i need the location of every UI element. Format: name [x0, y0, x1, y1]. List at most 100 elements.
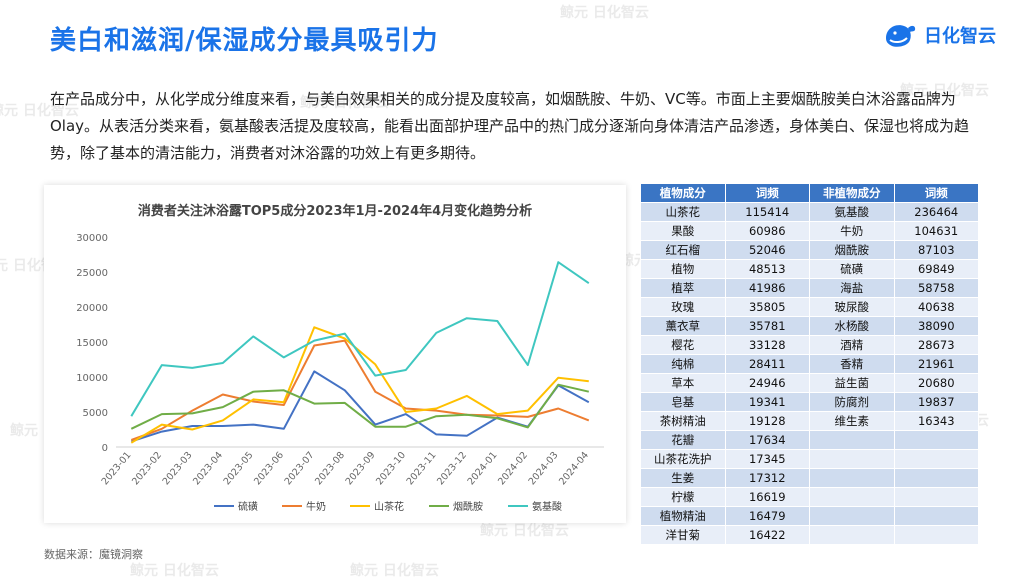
table-row: 洋甘菊 16422	[640, 525, 979, 545]
table-cell: 生姜	[640, 468, 726, 488]
table-cell: 104631	[893, 221, 979, 241]
table-cell: 16619	[724, 487, 810, 507]
table-cell: 山茶花洗护	[640, 449, 726, 469]
table-cell	[809, 525, 895, 545]
legend-label: 硫磺	[238, 500, 258, 513]
table-cell	[893, 506, 979, 526]
table-cell: 19341	[724, 392, 810, 412]
table-cell: 16479	[724, 506, 810, 526]
table-header-row: 植物成分 词频 非植物成分 词频	[640, 183, 979, 203]
table-cell: 52046	[724, 240, 810, 260]
table-cell: 17312	[724, 468, 810, 488]
y-tick-label: 25000	[76, 268, 108, 279]
x-tick-label: 2023-07	[283, 450, 317, 487]
table-row: 植萃 41986 海盐 58758	[640, 278, 979, 298]
table-cell: 洋甘菊	[640, 525, 726, 545]
table-cell: 薰衣草	[640, 316, 726, 336]
table-row: 生姜 17312	[640, 468, 979, 488]
y-tick-label: 15000	[76, 338, 108, 349]
table-cell: 果酸	[640, 221, 726, 241]
table-cell	[893, 487, 979, 507]
table-row: 植物精油 16479	[640, 506, 979, 526]
table-cell: 玫瑰	[640, 297, 726, 317]
y-tick-label: 0	[102, 443, 108, 454]
x-tick-label: 2023-11	[405, 450, 439, 487]
table-row: 樱花 33128 酒精 28673	[640, 335, 979, 355]
table-cell: 40638	[893, 297, 979, 317]
table-cell: 氨基酸	[809, 202, 895, 222]
data-source-note: 数据来源：魔镜洞察	[44, 548, 143, 561]
table-cell: 纯棉	[640, 354, 726, 374]
table-row: 果酸 60986 牛奶 104631	[640, 221, 979, 241]
table-cell	[809, 430, 895, 450]
table-cell: 33128	[724, 335, 810, 355]
table-cell: 牛奶	[809, 221, 895, 241]
x-tick-label: 2023-02	[130, 450, 164, 487]
watermark-text: 鲸元 日化智云	[350, 563, 439, 579]
table-cell: 红石榴	[640, 240, 726, 260]
x-tick-label: 2023-03	[161, 450, 195, 487]
table-cell: 海盐	[809, 278, 895, 298]
table-row: 柠檬 16619	[640, 487, 979, 507]
table-body: 山茶花 115414 氨基酸 236464 果酸 60986 牛奶 104631 红石榴 5204…	[640, 202, 979, 545]
table-cell: 花瓣	[640, 430, 726, 450]
table-row: 山茶花 115414 氨基酸 236464	[640, 202, 979, 222]
table-row: 薰衣草 35781 水杨酸 38090	[640, 316, 979, 336]
table-cell: 16422	[724, 525, 810, 545]
table-cell	[809, 506, 895, 526]
table-cell: 植萃	[640, 278, 726, 298]
table-cell	[809, 468, 895, 488]
legend-label: 烟酰胺	[453, 500, 483, 513]
table-cell	[893, 430, 979, 450]
table-cell: 益生菌	[809, 373, 895, 393]
column-header: 词频	[893, 183, 979, 203]
y-tick-label: 30000	[76, 233, 108, 244]
table-cell	[893, 525, 979, 545]
table-cell: 17345	[724, 449, 810, 469]
x-tick-label: 2023-04	[191, 450, 225, 487]
x-tick-label: 2023-08	[313, 450, 347, 487]
table-cell: 69849	[893, 259, 979, 279]
column-header: 植物成分	[640, 183, 726, 203]
table-cell: 236464	[893, 202, 979, 222]
watermark-text: 鲸元 日化智云	[130, 563, 219, 579]
series-line-山茶花	[130, 326, 589, 444]
ingredient-frequency-table: 植物成分 词频 非植物成分 词频 山茶花 115414 氨基酸 236464 果酸 609…	[640, 183, 979, 545]
table-cell: 21961	[893, 354, 979, 374]
column-header: 非植物成分	[809, 183, 895, 203]
table-cell: 28673	[893, 335, 979, 355]
table-row: 玫瑰 35805 玻尿酸 40638	[640, 297, 979, 317]
whale-logo-icon	[886, 25, 916, 47]
table-cell: 60986	[724, 221, 810, 241]
table-cell: 酒精	[809, 335, 895, 355]
legend-label: 山茶花	[374, 500, 404, 513]
chart-title: 消费者关注沐浴露TOP5成分2023年1月-2024年4月变化趋势分析	[138, 203, 532, 219]
table-cell: 48513	[724, 259, 810, 279]
table-cell: 茶树精油	[640, 411, 726, 431]
table-row: 皂基 19341 防腐剂 19837	[640, 392, 979, 412]
legend-label: 氨基酸	[532, 500, 562, 513]
table-row: 山茶花洗护 17345	[640, 449, 979, 469]
table-cell: 17634	[724, 430, 810, 450]
table-cell: 28411	[724, 354, 810, 374]
x-tick-label: 2024-04	[557, 450, 591, 487]
series-line-烟酰胺	[130, 383, 590, 430]
table-cell: 防腐剂	[809, 392, 895, 412]
logo-text: 日化智云	[924, 26, 996, 47]
legend-label: 牛奶	[306, 500, 326, 513]
table-row: 草本 24946 益生菌 20680	[640, 373, 979, 393]
y-tick-label: 5000	[83, 408, 108, 419]
x-tick-label: 2023-12	[435, 450, 469, 487]
series-line-牛奶	[130, 339, 590, 441]
table-cell	[809, 449, 895, 469]
x-tick-label: 2023-10	[374, 450, 408, 487]
watermark-text: 鲸元 日化智云	[480, 523, 569, 539]
table-cell: 115414	[724, 202, 810, 222]
table-cell: 樱花	[640, 335, 726, 355]
y-tick-label: 10000	[76, 373, 108, 384]
table-cell: 维生素	[809, 411, 895, 431]
table-row: 花瓣 17634	[640, 430, 979, 450]
table-cell: 草本	[640, 373, 726, 393]
table-cell: 植物	[640, 259, 726, 279]
table-cell: 玻尿酸	[809, 297, 895, 317]
